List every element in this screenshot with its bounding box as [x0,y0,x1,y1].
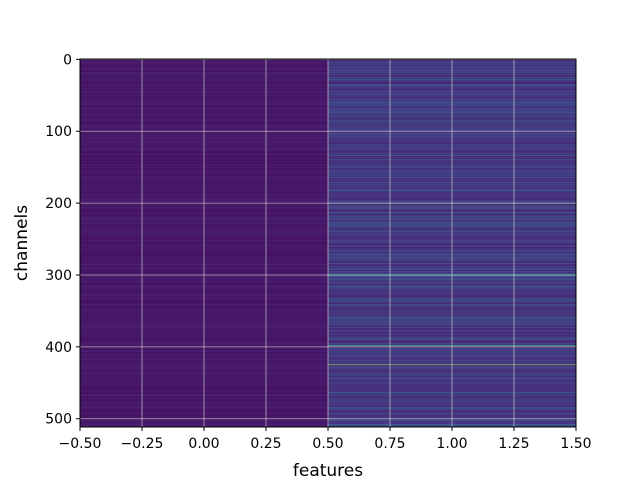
x-tick-label: 0.00 [188,436,219,452]
y-tick-label: 0 [63,52,72,68]
x-tick-label: 0.75 [374,436,405,452]
x-tick-label: 1.00 [436,436,467,452]
y-tick-label: 500 [45,412,72,428]
x-tick-label: 1.50 [560,436,591,452]
y-tick-label: 200 [45,196,72,212]
y-tick-label: 400 [45,340,72,356]
x-tick-label: 1.25 [498,436,529,452]
x-tick-label: −0.25 [121,436,164,452]
x-axis: −0.50 −0.25 0.00 0.25 0.50 0.75 1.00 1.25 1.50 [59,427,592,452]
y-tick-label: 300 [45,268,72,284]
x-tick-label: 0.50 [312,436,343,452]
y-axis: 0 100 200 300 400 500 [45,52,80,428]
x-axis-label: features [293,461,363,480]
x-tick-label: 0.25 [250,436,281,452]
y-axis-label: channels [12,205,32,281]
y-tick-label: 100 [45,124,72,140]
x-tick-label: −0.50 [59,436,102,452]
